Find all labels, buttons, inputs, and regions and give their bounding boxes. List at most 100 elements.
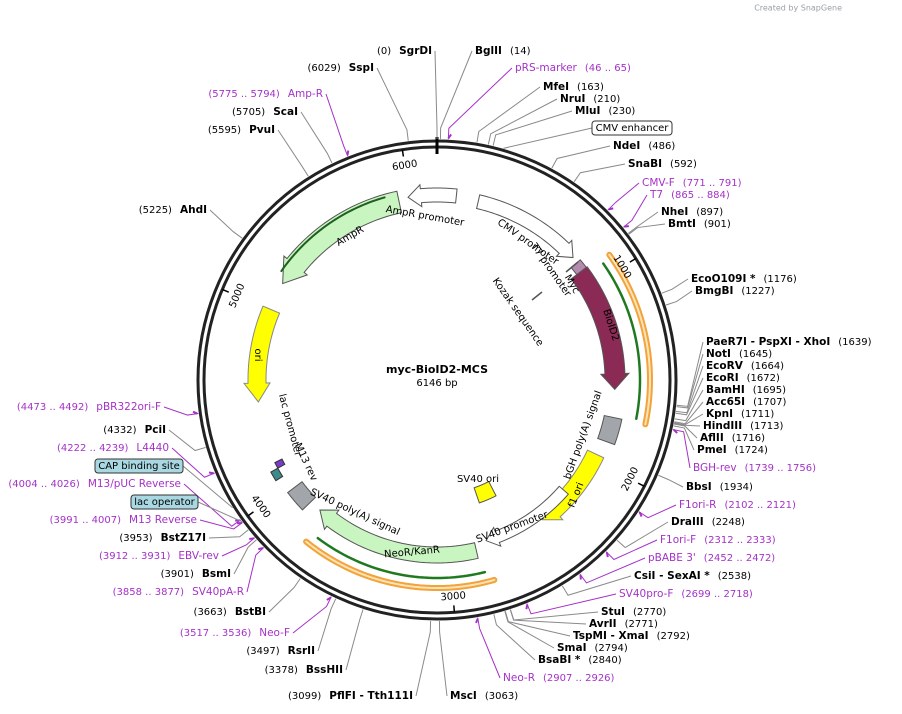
site-label: MscI (3063)	[450, 690, 518, 702]
site-label: (5225) AhdI	[139, 204, 207, 216]
site-leader	[493, 614, 536, 661]
site-label: StuI (2770)	[601, 606, 666, 618]
site-leader	[376, 67, 409, 141]
site-label: BamHI (1695)	[706, 384, 786, 396]
site-position: (3858 .. 3877)	[113, 587, 185, 598]
site-label: SmaI (2794)	[557, 642, 628, 654]
site-leader	[628, 223, 666, 235]
site-label: BmgBI (1227)	[695, 285, 775, 297]
site-name: BamHI	[706, 384, 745, 396]
site-name: pBABE 3'	[648, 552, 696, 564]
site-leader	[277, 129, 309, 177]
site-name: DraIII	[671, 516, 704, 528]
site-name: pBR322ori-F	[96, 401, 161, 413]
site-leader	[268, 578, 301, 613]
site-label: (3912 .. 3931) EBV-rev	[99, 550, 219, 562]
site-position: (230)	[608, 106, 635, 117]
site-position: (2102 .. 2121)	[724, 500, 796, 511]
site-name: SmaI	[557, 642, 587, 654]
site-leader	[509, 609, 599, 621]
site-position: (2907 .. 2926)	[543, 673, 615, 684]
site-leader	[561, 575, 632, 596]
t7-mark	[565, 261, 579, 273]
site-name: BmtI	[668, 218, 696, 230]
feature-arrow	[243, 305, 281, 403]
primer-tick	[638, 511, 643, 517]
site-position: (1716)	[732, 433, 765, 444]
site-name: BsmI	[202, 568, 231, 580]
site-label: EcoO109I * (1176)	[691, 273, 797, 285]
site-label: (3517 .. 3536) Neo-F	[180, 627, 290, 639]
site-leader	[673, 423, 698, 439]
site-position: (14)	[510, 46, 531, 57]
primer-tick	[673, 429, 678, 434]
site-position: (4332)	[103, 425, 136, 436]
ring-tick	[629, 257, 637, 263]
orf-arc-inner	[608, 253, 652, 426]
feature-label: SV40 ori	[457, 474, 499, 485]
site-label: AvrII (2771)	[589, 618, 658, 630]
ring-tick	[222, 288, 230, 293]
cds-arc	[280, 196, 386, 273]
site-name: M13/pUC Reverse	[88, 478, 181, 490]
primer-tick	[326, 596, 332, 601]
site-label: (3858 .. 3877) SV40pA-R	[113, 586, 244, 598]
site-position: (5595)	[208, 125, 241, 136]
site-leader	[438, 620, 448, 697]
site-name: MscI	[450, 690, 477, 702]
site-name: BstZ17I	[161, 532, 206, 544]
site-position: (1713)	[750, 421, 783, 432]
ring-tick-label: 1000	[610, 253, 633, 280]
primer-leader	[447, 67, 513, 140]
site-name: PflFI - Tth111I	[329, 690, 413, 702]
site-position: (2699 .. 2718)	[681, 589, 753, 600]
primer-leader	[183, 483, 242, 527]
site-leader	[676, 353, 704, 409]
primer-leader	[199, 519, 243, 530]
feature-arrow	[473, 480, 497, 504]
site-label: (4332) PciI	[103, 424, 166, 436]
ring-tick	[453, 605, 456, 613]
kozak-mark	[531, 291, 543, 301]
ring-tick	[401, 149, 405, 157]
site-position: (2770)	[633, 607, 666, 618]
site-position: (2794)	[595, 643, 628, 654]
site-label: MfeI (163)	[543, 81, 604, 93]
box-leader	[182, 465, 233, 509]
site-name: BssHII	[306, 664, 343, 676]
primer-leader	[579, 557, 646, 584]
site-leader	[551, 145, 611, 169]
site-position: (3063)	[485, 691, 518, 702]
site-leader	[616, 521, 669, 549]
site-label: TspMI - XmaI (2792)	[573, 630, 690, 642]
primer-leader	[623, 194, 648, 228]
site-name: BmgBI	[695, 285, 733, 297]
site-leader	[674, 401, 704, 425]
site-name: BglII	[475, 45, 502, 57]
feature-arrow	[570, 266, 631, 391]
site-name: F1ori-R	[679, 499, 716, 511]
site-name: SV40pA-R	[192, 586, 244, 598]
site-position: (46 .. 65)	[585, 63, 631, 74]
site-label: NdeI (486)	[613, 140, 675, 152]
site-position: (1934)	[720, 482, 753, 493]
primer-leader	[171, 447, 215, 478]
box-leader	[197, 501, 243, 523]
site-position: (1739 .. 1756)	[745, 463, 817, 474]
site-position: (592)	[670, 159, 697, 170]
feature-box	[591, 120, 673, 136]
features	[243, 183, 654, 591]
site-position: (6029)	[307, 63, 340, 74]
site-label: BmtI (901)	[668, 218, 731, 230]
site-label: SV40pro-F (2699 .. 2718)	[619, 588, 753, 600]
primer-leader	[672, 429, 691, 469]
site-position: (1724)	[735, 445, 768, 456]
site-label: HindIII (1713)	[703, 420, 783, 432]
site-position: (2792)	[657, 631, 690, 642]
site-label: (5775 .. 5794) Amp-R	[208, 88, 323, 100]
site-leader	[504, 611, 555, 649]
site-leader	[487, 98, 558, 145]
site-name: BGH-rev	[693, 462, 737, 474]
site-name: BstBI	[235, 606, 266, 618]
